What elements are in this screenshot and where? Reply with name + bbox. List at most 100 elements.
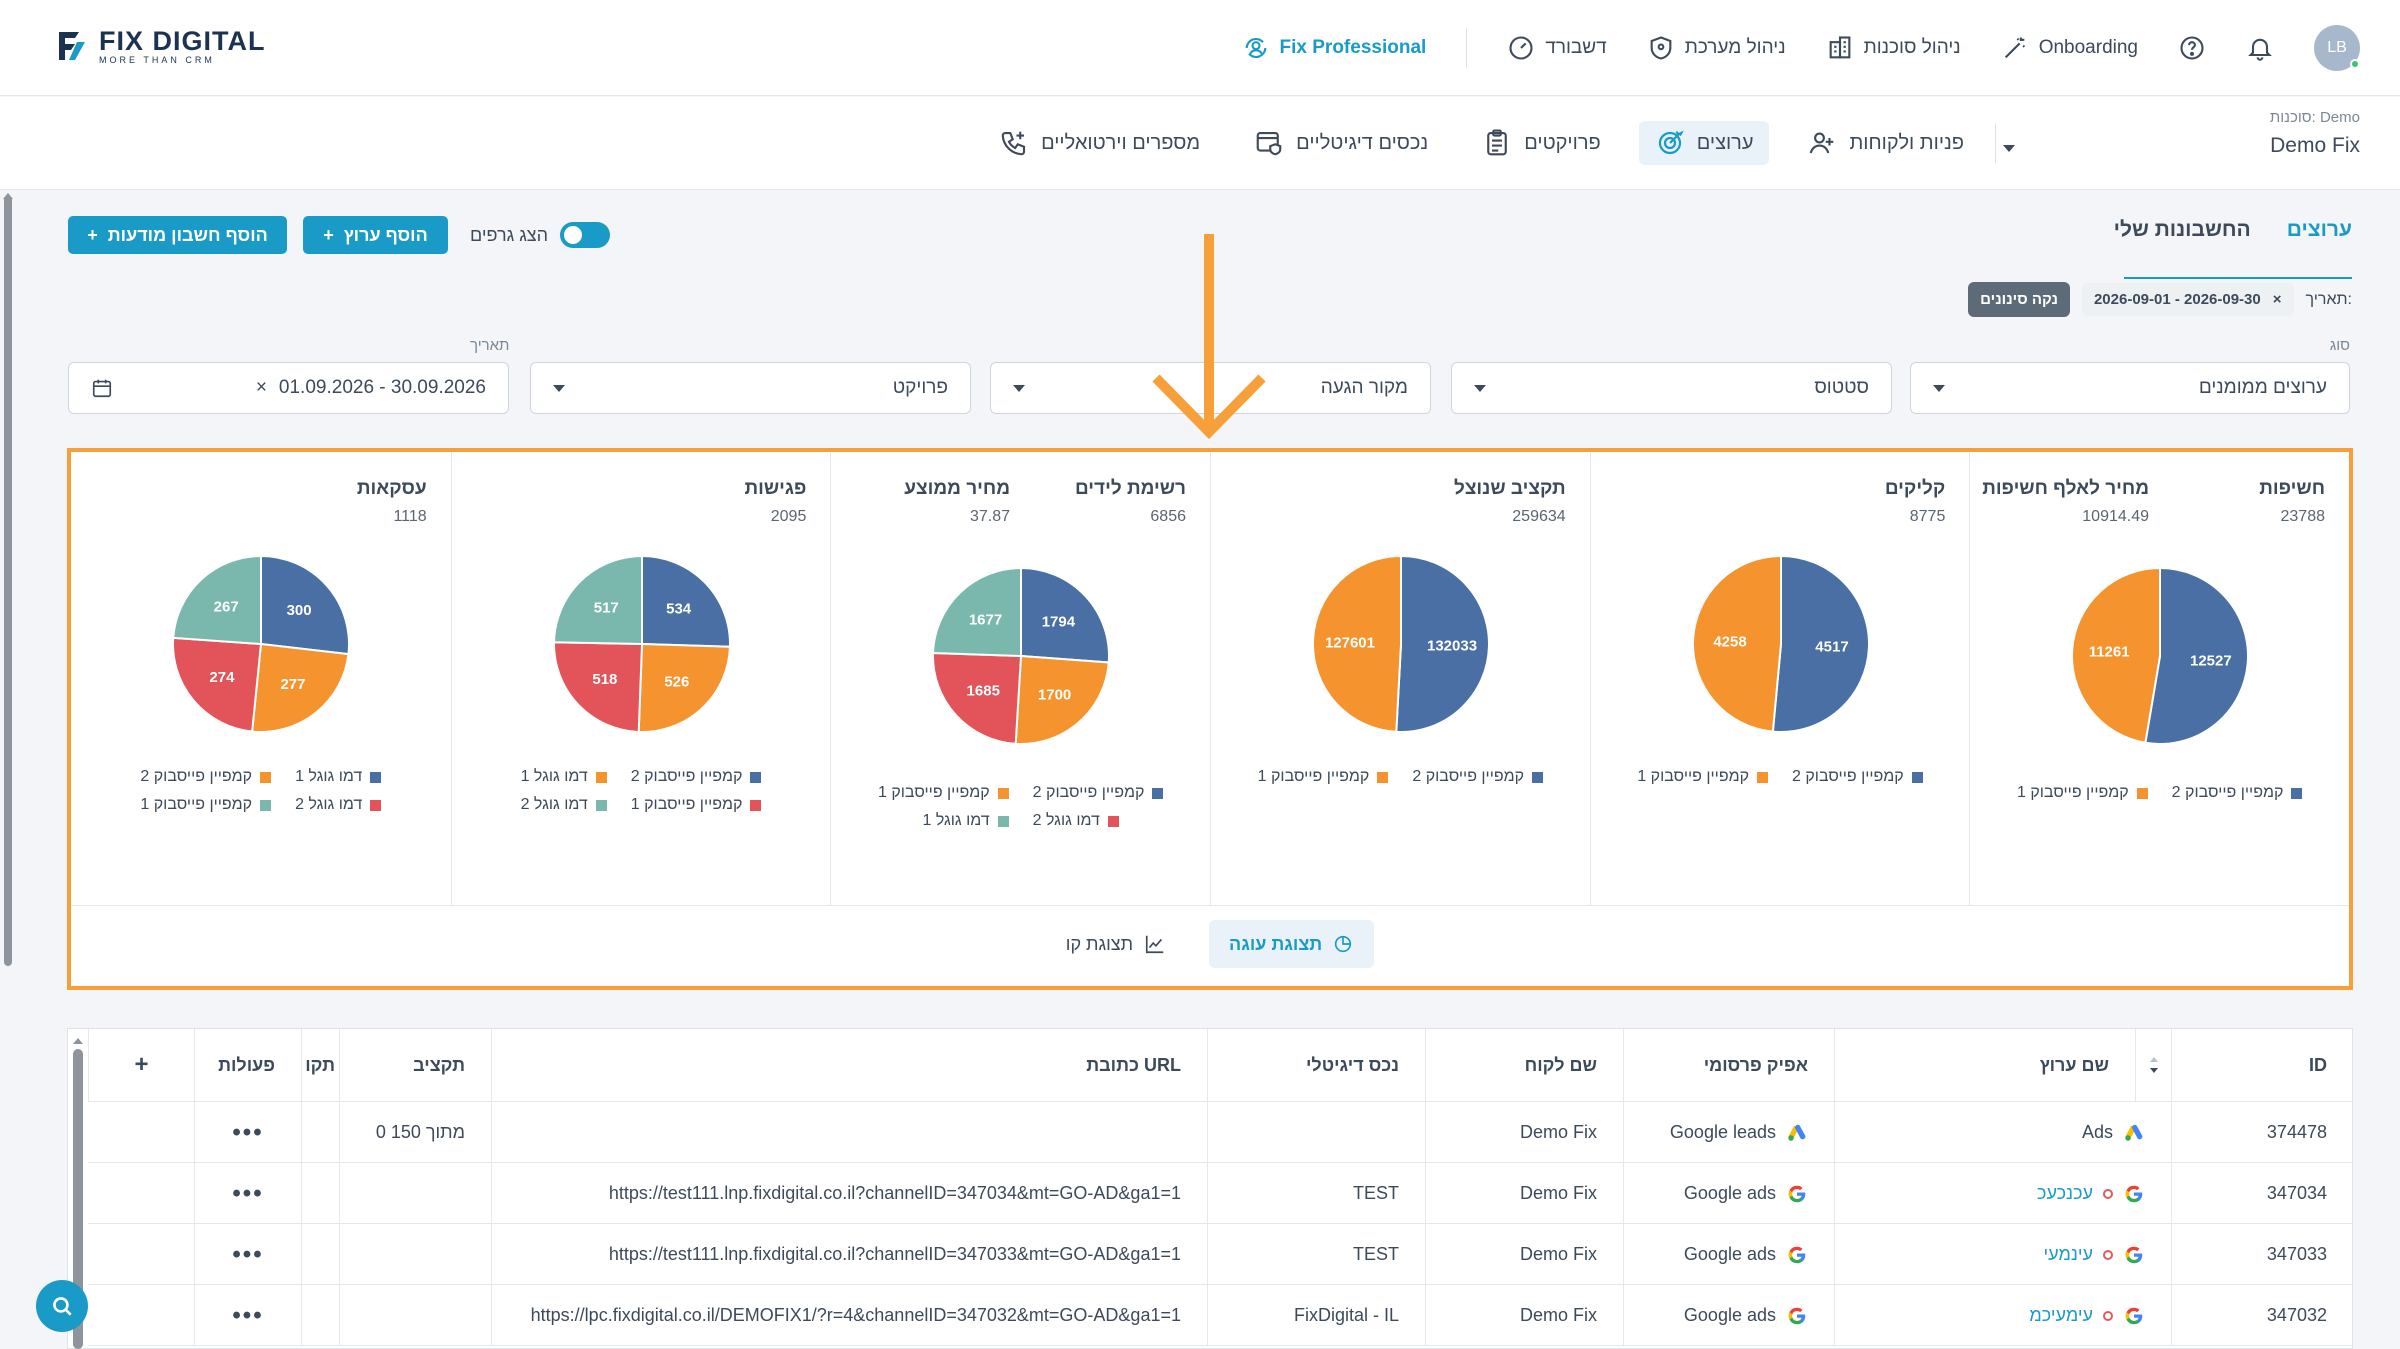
cell-name[interactable]: עכנכעכ [1834,1163,2171,1224]
clear-filters-button[interactable]: נקה סינונים [1968,282,2070,317]
help-button[interactable] [2178,34,2206,62]
user-avatar[interactable]: LB [2314,25,2360,71]
cell-actions[interactable]: ••• [194,1102,301,1163]
pie-chart[interactable]: 4517 4258 [1681,544,1881,744]
channel-name[interactable]: עימעיכמ [2029,1305,2093,1325]
legend-item[interactable]: קמפיין פייסבוק 1 [1637,768,1769,786]
pie-slice[interactable] [171,554,262,646]
legend-item[interactable]: קמפיין פייסבוק 2 [1792,768,1923,786]
legend-item[interactable]: קמפיין פייסבוק 2 [2172,784,2303,802]
channel-name[interactable]: עינמעי [2043,1244,2094,1264]
tab-channels[interactable]: ערוצים [1638,121,1770,165]
cell-actions[interactable]: ••• [194,1163,301,1224]
pie-chart[interactable]: 132033 127601 [1301,544,1501,744]
pie-slice[interactable] [1020,566,1111,664]
page-scrollbar[interactable] [4,196,12,966]
dashboard-link[interactable]: דשבורד [1507,34,1607,62]
project-select[interactable]: פרויקט [530,362,971,414]
legend-item[interactable]: קמפיין פייסבוק 1 [631,796,762,814]
table-scrollbar[interactable] [73,1049,83,1349]
legend-item[interactable]: קמפיין פייסבוק 2 [1033,784,1164,802]
add-channel-button[interactable]: + הוסף ערוץ [303,216,448,254]
cell-name[interactable]: עינמעי [1834,1224,2171,1285]
legend-item[interactable]: קמפיין פייסבוק 2 [1412,768,1544,786]
pie-slice[interactable] [259,554,350,656]
col-header-client[interactable]: שם לקוח [1425,1029,1623,1102]
agency-selector[interactable]: סוכנות: Demo Demo Fix [2270,109,2360,158]
tab-leads-clients[interactable]: פניות ולקוחות [1791,121,1980,165]
col-header-name[interactable]: שם ערוץ [1834,1029,2135,1102]
pie-slice[interactable] [1014,654,1111,745]
cell-name[interactable]: עימעיכמ [1834,1285,2171,1346]
actions-value[interactable]: ••• [232,1240,264,1268]
pie-chart[interactable]: 534 526 518 517 [542,544,742,744]
actions-value[interactable]: ••• [232,1301,264,1329]
pie-slice[interactable] [552,554,643,646]
pie-chart[interactable]: 12527 11261 [2060,556,2260,756]
col-header-id[interactable]: ID [2171,1029,2353,1102]
search-fab-button[interactable] [36,1280,88,1332]
legend-item[interactable]: דמו גוגל 2 [521,796,607,814]
legend-item[interactable]: קמפיין פייסבוק 1 [2017,784,2148,802]
legend-item[interactable]: דמו גוגל 1 [295,768,382,786]
onboarding-link[interactable]: Onboarding [2001,34,2138,62]
pie-slice[interactable] [1395,554,1490,733]
table-row[interactable]: ••• https://test111.lnp.fixdigital.co.il?… [88,1224,2352,1285]
legend-item[interactable]: קמפיין פייסבוק 1 [140,796,272,814]
table-row[interactable]: ••• https://test111.lnp.fixdigital.co.il?… [88,1163,2352,1224]
pie-slice[interactable] [2071,566,2162,744]
tab-virtual-numbers[interactable]: מספרים וירטואליים [983,121,1216,165]
date-clear-icon[interactable]: × [255,377,267,398]
col-header-asset[interactable]: נכס דיגיטלי [1207,1029,1425,1102]
pie-slice[interactable] [932,566,1023,658]
add-ad-account-button[interactable]: + הוסף חשבון מודעות [68,216,287,254]
agency-dropdown-caret-icon[interactable] [2003,145,2015,152]
chip-close-icon[interactable]: × [2272,291,2282,308]
pie-slice[interactable] [1311,554,1402,733]
pie-slice[interactable] [2144,566,2250,745]
pie-view-button[interactable]: תצוגת עוגה [1209,920,1375,968]
fix-digital-logo[interactable]: FIX DIGITAL MORE THAN CRM [55,26,266,65]
table-row[interactable]: ••• 0 מתוך 150 Demo Fix Google leads Ads 3744… [88,1102,2352,1163]
cell-actions[interactable]: ••• [194,1285,301,1346]
legend-item[interactable]: דמו גוגל 2 [295,796,382,814]
col-header-url[interactable]: כתובת URL [491,1029,1207,1102]
notifications-button[interactable] [2246,34,2274,62]
legend-item[interactable]: קמפיין פייסבוק 1 [878,784,1009,802]
legend-item[interactable]: קמפיין פייסבוק 2 [631,768,762,786]
cell-actions[interactable]: ••• [194,1224,301,1285]
table-row[interactable]: ••• https://lpc.fixdigital.co.il/DEMOFIX1… [88,1285,2352,1346]
add-column-button[interactable]: + [88,1029,194,1102]
date-range-input[interactable]: × 01.09.2026 - 30.09.2026 [68,362,509,414]
channel-name[interactable]: עכנכעכ [2037,1183,2093,1203]
legend-item[interactable]: קמפיין פייסבוק 2 [140,768,272,786]
pie-slice[interactable] [250,642,350,733]
sort-toggle[interactable] [2135,1029,2171,1102]
pie-slice[interactable] [1771,554,1870,733]
col-header-budget[interactable]: תקציב [339,1029,491,1102]
legend-item[interactable]: דמו גוגל 1 [922,812,1009,830]
pie-slice[interactable] [1691,554,1782,733]
type-select[interactable]: ערוצים ממומנים [1910,362,2350,414]
legend-item[interactable]: דמו גוגל 1 [521,768,607,786]
channel-name[interactable]: Ads [2081,1122,2113,1142]
pie-chart[interactable]: 300 277 274 267 [161,544,361,744]
fix-professional-link[interactable]: Fix Professional [1242,34,1426,62]
status-select[interactable]: סטטוס [1451,362,1892,414]
pie-slice[interactable] [552,641,643,733]
actions-value[interactable]: ••• [232,1118,264,1146]
tab-projects[interactable]: פרויקטים [1466,121,1616,165]
legend-item[interactable]: דמו גוגל 2 [1033,812,1119,830]
cell-name[interactable]: Ads [1834,1102,2171,1163]
agencies-link[interactable]: ניהול סוכנות [1826,34,1961,62]
actions-value[interactable]: ••• [232,1179,264,1207]
line-view-button[interactable]: תצוגת קו [1046,920,1187,968]
system-management-link[interactable]: ניהול מערכת [1647,34,1786,62]
table-scroll-up-icon[interactable] [73,1038,83,1044]
pie-slice[interactable] [637,642,731,733]
pie-slice[interactable] [171,636,262,733]
show-charts-toggle[interactable] [560,222,611,248]
pie-slice[interactable] [640,554,731,648]
pie-chart[interactable]: 1794 1700 1685 1677 [921,556,1121,756]
tab-channels-list[interactable]: ערוצים [2286,218,2352,241]
